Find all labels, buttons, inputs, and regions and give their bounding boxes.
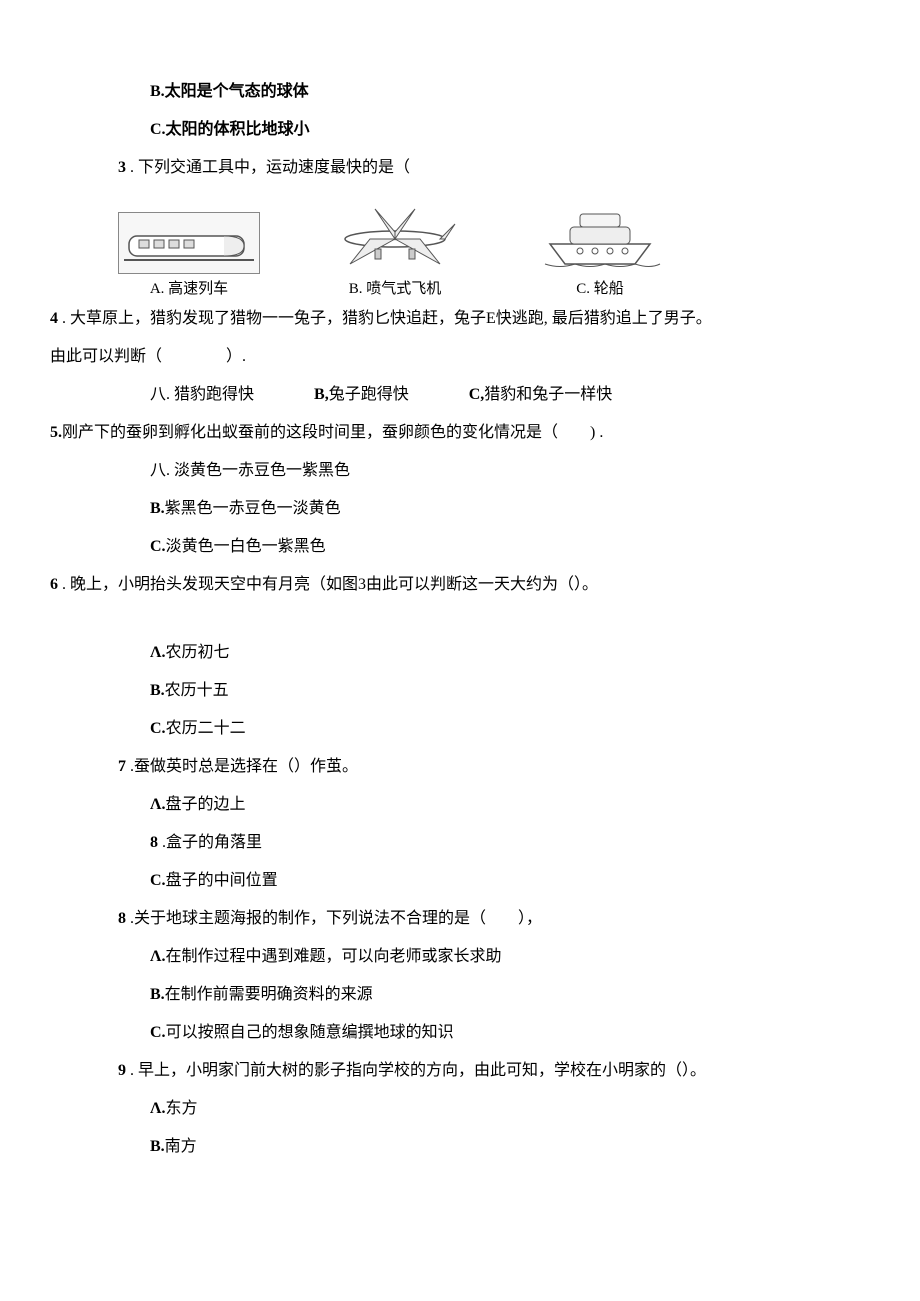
q3-cell-a: A. 高速列车	[118, 212, 260, 301]
q4-line2-text: 由此可以判断（ ）.	[50, 348, 246, 365]
q7-optB: 8 .盒子的角落里	[50, 831, 870, 855]
q7-optC: C.盘子的中间位置	[50, 869, 870, 893]
q4-optC: C,猎豹和兔子一样快	[469, 383, 613, 407]
q3-caption-c: C. 轮船	[576, 278, 624, 301]
q8-stem-text: .关于地球主题海报的制作，下列说法不合理的是（ ），	[126, 910, 542, 927]
q9-stem: 9 . 早上，小明家门前大树的影子指向学校的方向，由此可知，学校在小明家的（）。	[50, 1059, 870, 1083]
q9-optA: Λ.东方	[50, 1097, 870, 1121]
q6-optB: B.农历十五	[50, 679, 870, 703]
q4-optA: 八. 猎豹跑得快	[150, 383, 254, 407]
q3-caption-b: B. 喷气式飞机	[349, 278, 442, 301]
q2-option-b: B.太阳是个气态的球体	[50, 80, 870, 104]
q3-cell-b: B. 喷气式飞机	[320, 194, 470, 301]
q2-optC-text: C.太阳的体积比地球小	[150, 121, 310, 138]
q7-num: 7	[118, 758, 126, 775]
q6-stem-text: . 晚上，小明抬头发现天空中有月亮（如图3由此可以判断这一天大约为（）。	[58, 576, 598, 593]
q5-stem-text: 刚产下的蚕卵到孵化出蚁蚕前的这段时间里，蚕卵颜色的变化情况是（ ) .	[62, 424, 603, 441]
q3-num: 3	[118, 159, 126, 176]
q3-cell-c: C. 轮船	[530, 199, 670, 301]
q5-optB: B.紫黑色一赤豆色一淡黄色	[50, 497, 870, 521]
q8-stem: 8 .关于地球主题海报的制作，下列说法不合理的是（ ），	[50, 907, 870, 931]
spacer	[50, 611, 870, 641]
q9-stem-text: . 早上，小明家门前大树的影子指向学校的方向，由此可知，学校在小明家的（）。	[126, 1062, 706, 1079]
q6-optA: Λ.农历初七	[50, 641, 870, 665]
train-icon	[118, 212, 260, 274]
q8-num: 8	[118, 910, 126, 927]
q4-optB: B,兔子跑得快	[314, 383, 409, 407]
q9-num: 9	[118, 1062, 126, 1079]
airplane-icon	[320, 194, 470, 274]
q4-line1: 4 . 大草原上，猎豹发现了猎物一一兔子，猎豹匕快追赶，兔子E快逃跑, 最后猎豹…	[50, 307, 870, 331]
q2-optB-text: B.太阳是个气态的球体	[150, 83, 309, 100]
q5-stem: 5.刚产下的蚕卵到孵化出蚁蚕前的这段时间里，蚕卵颜色的变化情况是（ ) .	[50, 421, 870, 445]
q5-optA: 八. 淡黄色一赤豆色一紫黑色	[50, 459, 870, 483]
q9-optB: B.南方	[50, 1135, 870, 1159]
q2-option-c: C.太阳的体积比地球小	[50, 118, 870, 142]
q7-stem: 7 .蚕做英时总是选择在（）作茧。	[50, 755, 870, 779]
q3-stem: 3 . 下列交通工具中，运动速度最快的是（	[50, 156, 870, 180]
q7-stem-text: .蚕做英时总是选择在（）作茧。	[126, 758, 358, 775]
q4-num: 4	[50, 310, 58, 327]
q8-optB: B.在制作前需要明确资料的来源	[50, 983, 870, 1007]
q3-image-row: A. 高速列车 B. 喷气式飞机	[50, 194, 870, 301]
q3-caption-a: A. 高速列车	[150, 278, 228, 301]
q7-optA: Λ.盘子的边上	[50, 793, 870, 817]
q5-num: 5.	[50, 424, 62, 441]
q4-line2: 由此可以判断（ ）.	[50, 345, 870, 369]
q8-optC: C.可以按照自己的想象随意编撰地球的知识	[50, 1021, 870, 1045]
q5-optC: C.淡黄色一白色一紫黑色	[50, 535, 870, 559]
q6-num: 6	[50, 576, 58, 593]
q4-options: 八. 猎豹跑得快 B,兔子跑得快 C,猎豹和兔子一样快	[50, 383, 870, 407]
q3-stem-text: . 下列交通工具中，运动速度最快的是（	[126, 159, 410, 176]
q6-stem: 6 . 晚上，小明抬头发现天空中有月亮（如图3由此可以判断这一天大约为（）。	[50, 573, 870, 597]
ship-icon	[530, 199, 670, 274]
q4-line1-text: . 大草原上，猎豹发现了猎物一一兔子，猎豹匕快追赶，兔子E快逃跑, 最后猎豹追上…	[58, 310, 712, 327]
q8-optA: Λ.在制作过程中遇到难题，可以向老师或家长求助	[50, 945, 870, 969]
q6-optC: C.农历二十二	[50, 717, 870, 741]
